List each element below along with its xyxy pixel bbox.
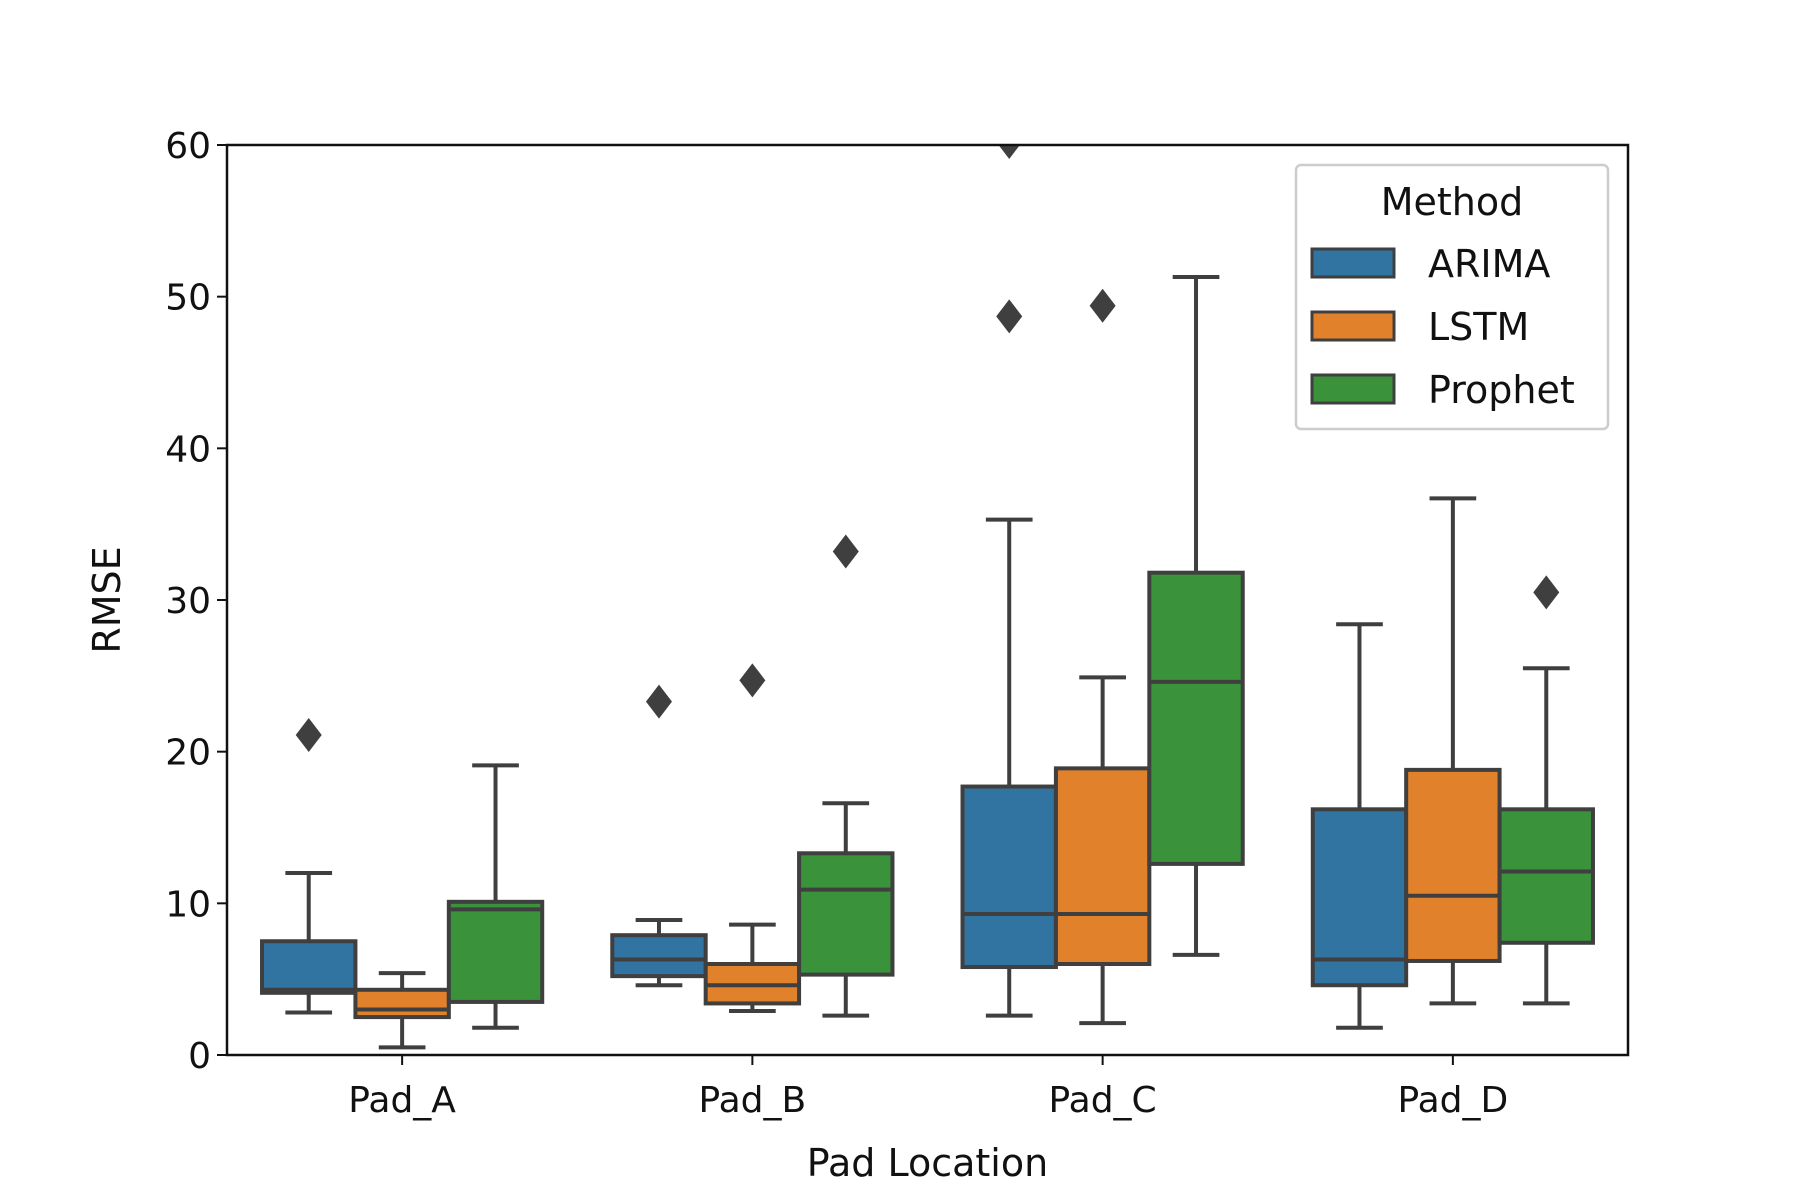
legend-label: LSTM	[1428, 305, 1529, 349]
outlier-point	[1089, 288, 1116, 323]
y-tick-label: 20	[165, 733, 211, 774]
legend-label: ARIMA	[1428, 242, 1550, 286]
box-lstm-pad_c	[1053, 288, 1152, 1026]
y-tick-label: 30	[165, 581, 211, 622]
box-body	[1404, 767, 1502, 963]
box-lstm-pad_a	[353, 971, 451, 1050]
box-prophet-pad_a	[446, 763, 545, 1030]
box-lstm-pad_b	[703, 663, 802, 1014]
x-tick-label: Pad_D	[1398, 1080, 1509, 1121]
legend-item-lstm: LSTM	[1310, 305, 1529, 349]
box-prophet-pad_c	[1147, 274, 1245, 957]
box-lstm-pad_d	[1404, 496, 1502, 1006]
legend: Method ARIMA LSTM Prophet	[1294, 163, 1610, 431]
box-arima-pad_d	[1310, 622, 1409, 1030]
outlier-point	[645, 684, 672, 719]
legend-swatch	[1310, 247, 1396, 279]
x-axis-title: Pad Location	[807, 1141, 1048, 1185]
y-tick-label: 50	[165, 278, 211, 319]
outlier-point	[996, 299, 1023, 334]
outlier-point	[295, 717, 322, 752]
box-body	[1310, 807, 1409, 988]
legend-item-prophet: Prophet	[1310, 368, 1575, 412]
legend-items: ARIMA LSTM Prophet	[1310, 242, 1575, 412]
box-body	[446, 899, 545, 1004]
legend-swatch	[1310, 373, 1396, 405]
box-body	[1497, 807, 1595, 945]
box-body	[353, 987, 451, 1020]
legend-item-arima: ARIMA	[1310, 242, 1550, 286]
box-body	[960, 784, 1058, 970]
y-tick-label: 0	[188, 1036, 211, 1077]
outlier-point	[1533, 575, 1560, 610]
box-arima-pad_a	[260, 717, 358, 1015]
legend-label: Prophet	[1428, 368, 1575, 412]
box-body	[610, 933, 708, 979]
box-arima-pad_c	[960, 145, 1058, 1018]
legend-swatch	[1310, 310, 1396, 342]
box-body	[797, 851, 895, 977]
box-prophet-pad_d	[1497, 575, 1595, 1006]
y-axis: 0 10 20 30 40 50 60	[165, 126, 227, 1077]
box-body	[260, 939, 358, 995]
box-body	[1053, 766, 1152, 966]
plot-marks	[260, 145, 1595, 1050]
legend-frame	[1294, 163, 1610, 431]
x-tick-label: Pad_B	[699, 1080, 807, 1121]
y-tick-label: 10	[165, 884, 211, 925]
x-tick-label: Pad_C	[1049, 1080, 1157, 1121]
outlier-point	[832, 534, 859, 569]
outlier-point	[739, 663, 766, 698]
x-tick-label: Pad_A	[348, 1080, 456, 1121]
y-tick-label: 40	[165, 429, 211, 470]
legend-title: Method	[1381, 180, 1524, 224]
y-axis-title: RMSE	[85, 546, 129, 653]
x-axis: Pad_A Pad_B Pad_C Pad_D	[348, 1055, 1508, 1121]
box-body	[1147, 570, 1245, 866]
box-arima-pad_b	[610, 684, 708, 988]
outlier-point	[998, 145, 1020, 159]
y-tick-label: 60	[165, 126, 211, 167]
box-prophet-pad_b	[797, 534, 895, 1018]
